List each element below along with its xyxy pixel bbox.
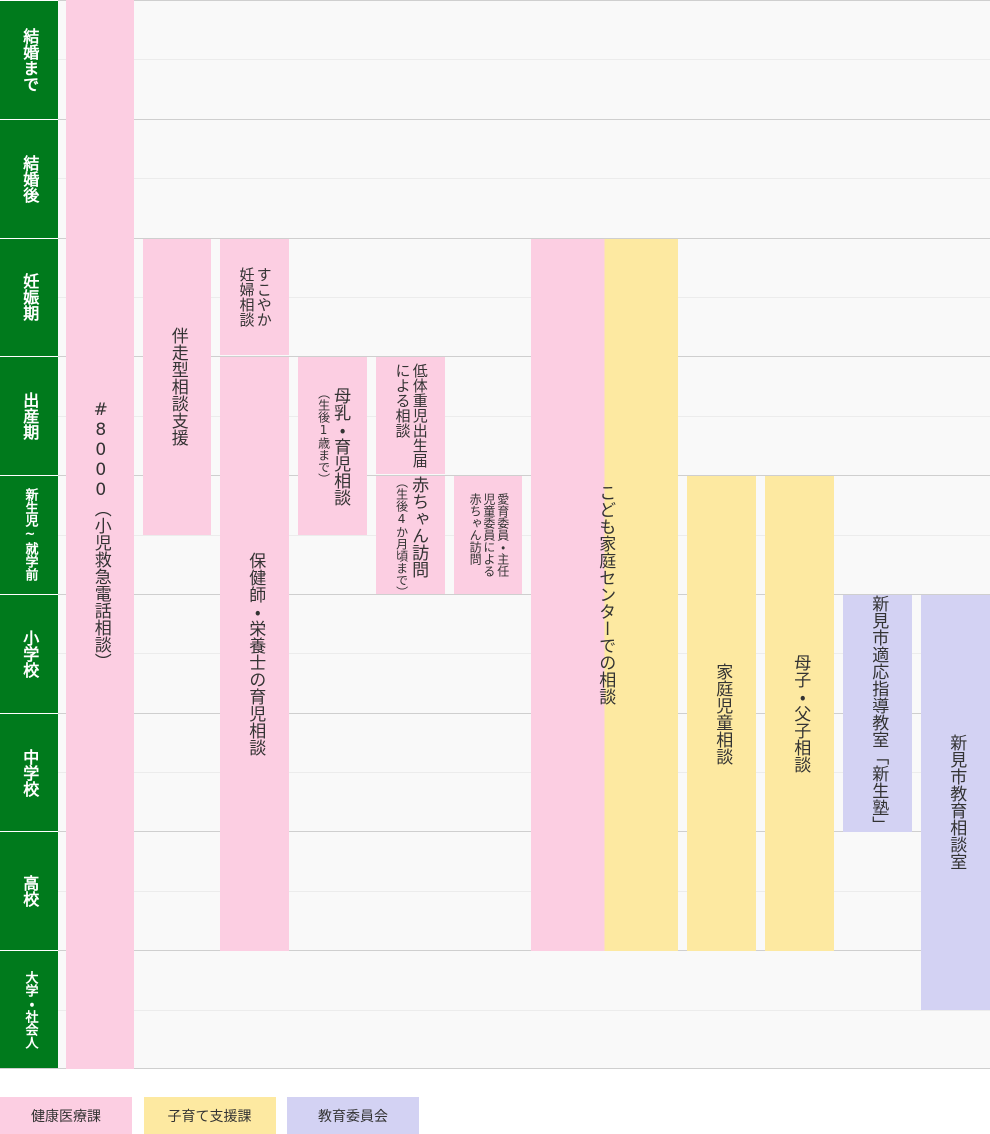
row-line bbox=[58, 712, 990, 714]
service-text: 赤ちゃん訪問 （生後4か月頃まで） bbox=[394, 476, 429, 599]
row-line bbox=[58, 950, 990, 952]
legend-item: 子育て支援課 bbox=[143, 1097, 276, 1134]
service-label: 妊婦相談 bbox=[237, 266, 256, 327]
service-block: 低体重児出生届 による相談 bbox=[376, 357, 445, 474]
service-block: こども家庭センターでの相談 bbox=[531, 238, 678, 951]
stage-label: 結婚後 bbox=[20, 154, 40, 203]
service-label: 伴走型相談支援 bbox=[167, 327, 188, 447]
service-block: 母子・父子相談 bbox=[765, 476, 834, 951]
service-text: #8000（小児救急電話相談） bbox=[90, 399, 111, 670]
service-block: 母乳・育児相談 （生後1歳まで） bbox=[298, 357, 367, 535]
service-label: 保健師・栄養士の育児相談 bbox=[245, 552, 266, 757]
service-label: 赤ちゃん訪問 bbox=[468, 493, 483, 566]
stage-cell: 小学校 bbox=[0, 594, 58, 713]
row-line bbox=[58, 475, 990, 477]
service-label: #8000（小児救急電話相談） bbox=[90, 399, 111, 670]
service-label: 家庭児童相談 bbox=[712, 662, 733, 765]
stage-label: 小学校 bbox=[20, 629, 40, 678]
service-label: による相談 bbox=[393, 363, 412, 439]
stage-cell: 新生児~就学前 bbox=[0, 476, 58, 594]
service-text: 家庭児童相談 bbox=[712, 663, 732, 765]
service-block: すこやか 妊婦相談 bbox=[220, 238, 289, 355]
stage-label: 結婚まで bbox=[20, 27, 40, 92]
row-midline bbox=[58, 772, 990, 774]
service-text: 伴走型相談支援 bbox=[167, 327, 188, 447]
service-block: 新見市適応指導教室「新生塾」 bbox=[843, 594, 912, 833]
stage-label: 高校 bbox=[20, 875, 40, 908]
service-block: 家庭児童相談 bbox=[687, 476, 756, 951]
stage-label: 妊娠期 bbox=[20, 273, 40, 322]
service-label: 児童委員による bbox=[481, 493, 496, 578]
service-label: 母乳・育児相談 bbox=[330, 386, 351, 506]
service-text: 母子・父子相談 bbox=[790, 654, 810, 773]
row-line bbox=[58, 118, 990, 120]
service-text: 新見市教育相談室 bbox=[946, 734, 966, 870]
stage-cell: 高校 bbox=[0, 832, 58, 951]
service-text: 保健師・栄養士の育児相談 bbox=[245, 552, 265, 756]
service-text: 低体重児出生届 による相談 bbox=[393, 363, 429, 469]
row-midline bbox=[58, 653, 990, 655]
legend-item: 健康医療課 bbox=[0, 1097, 132, 1134]
service-text: すこやか 妊婦相談 bbox=[237, 266, 273, 327]
stage-label: 出産期 bbox=[20, 392, 40, 441]
service-note: （生後1歳まで） bbox=[316, 386, 331, 485]
row-midline bbox=[58, 415, 990, 417]
service-label: 新見市適応指導教室「新生塾」 bbox=[868, 594, 889, 833]
row-line bbox=[58, 356, 990, 358]
service-label: 赤ちゃん訪問 bbox=[408, 476, 429, 579]
row-midline bbox=[58, 296, 990, 298]
service-block: 新見市教育相談室 bbox=[921, 594, 990, 1010]
service-text: こども家庭センターでの相談 bbox=[595, 484, 615, 705]
stage-label: 新生児~就学前 bbox=[22, 488, 38, 582]
legend-item: 教育委員会 bbox=[287, 1097, 419, 1134]
row-midline bbox=[58, 1009, 990, 1011]
service-block: 愛育委員・主任 児童委員による 赤ちゃん訪問 bbox=[454, 476, 522, 594]
row-line bbox=[58, 593, 990, 595]
row-midline bbox=[58, 890, 990, 892]
stage-cell: 中学校 bbox=[0, 713, 58, 832]
service-block: 保健師・栄養士の育児相談 bbox=[220, 357, 289, 951]
stage-cell: 出産期 bbox=[0, 357, 58, 476]
service-label: 低体重児出生届 bbox=[410, 363, 429, 469]
service-label: 新見市教育相談室 bbox=[946, 734, 967, 871]
row-midline bbox=[58, 59, 990, 61]
stage-cell: 結婚後 bbox=[0, 119, 58, 238]
service-label: こども家庭センターでの相談 bbox=[595, 484, 616, 706]
stage-label: 中学校 bbox=[20, 748, 40, 797]
row-midline bbox=[58, 534, 990, 536]
service-block: #8000（小児救急電話相談） bbox=[66, 0, 134, 1069]
row-line bbox=[0, 1068, 990, 1069]
stage-cell: 結婚まで bbox=[0, 1, 58, 119]
stage-cell: 大学・社会人 bbox=[0, 951, 58, 1069]
row-line bbox=[58, 831, 990, 833]
row-line bbox=[58, 237, 990, 239]
service-note: （生後4か月頃まで） bbox=[394, 476, 409, 599]
row-midline bbox=[58, 178, 990, 180]
service-block: 伴走型相談支援 bbox=[143, 238, 211, 535]
row-line bbox=[58, 0, 990, 1]
service-label: すこやか bbox=[254, 266, 273, 327]
stage-cell: 妊娠期 bbox=[0, 238, 58, 357]
stage-label: 大学・社会人 bbox=[22, 971, 38, 1050]
service-label: 愛育委員・主任 bbox=[495, 493, 510, 578]
service-label: 母子・父子相談 bbox=[790, 654, 811, 774]
service-text: 新見市適応指導教室「新生塾」 bbox=[868, 594, 889, 833]
service-text: 母乳・育児相談 （生後1歳まで） bbox=[316, 386, 351, 506]
service-text: 愛育委員・主任 児童委員による 赤ちゃん訪問 bbox=[467, 493, 510, 578]
service-block: 赤ちゃん訪問 （生後4か月頃まで） bbox=[376, 476, 445, 599]
